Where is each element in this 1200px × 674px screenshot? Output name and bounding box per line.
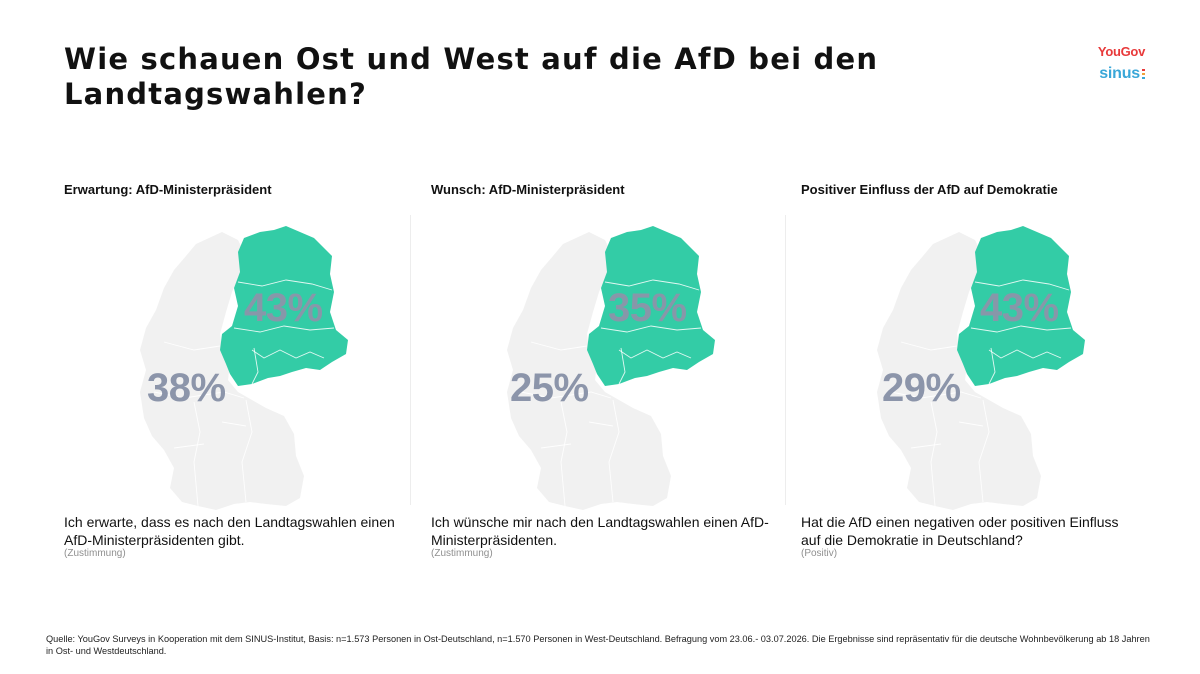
state-border bbox=[890, 391, 982, 399]
state-border bbox=[970, 325, 1072, 333]
panel-title: Positiver Einfluss der AfD auf Demokrati… bbox=[801, 182, 1058, 197]
panel-title: Erwartung: AfD-Ministerpräsident bbox=[64, 182, 272, 197]
percent-east: 43% bbox=[244, 286, 323, 330]
state-border bbox=[530, 341, 588, 351]
east-germany-region bbox=[587, 226, 715, 386]
state-border bbox=[153, 391, 245, 399]
state-border bbox=[604, 279, 700, 291]
page-title-line-2: Landtagswahlen? bbox=[64, 77, 367, 111]
germany-map bbox=[134, 222, 354, 522]
percent-east: 35% bbox=[608, 286, 687, 330]
east-germany-region bbox=[957, 226, 1085, 386]
page-title-line-1: Wie schauen Ost und West auf die AfD bei… bbox=[64, 42, 879, 76]
germany-map-svg bbox=[140, 226, 348, 510]
germany-map-svg bbox=[507, 226, 715, 510]
answer-note: (Zustimmung) bbox=[64, 548, 126, 559]
germany-map bbox=[501, 222, 721, 522]
state-border bbox=[930, 401, 938, 507]
percent-east: 43% bbox=[980, 286, 1059, 330]
source-footnote: Quelle: YouGov Surveys in Kooperation mi… bbox=[46, 634, 1150, 656]
east-germany-region bbox=[220, 226, 348, 386]
germany-map bbox=[871, 222, 1091, 522]
state-border bbox=[988, 349, 1062, 359]
chart-panel-wish: Wunsch: AfD-Ministerpräsident 35% 25% Ic… bbox=[431, 180, 771, 580]
state-border bbox=[958, 421, 984, 427]
state-border bbox=[241, 399, 253, 503]
answer-note: (Zustimmung) bbox=[431, 548, 493, 559]
panel-divider bbox=[410, 215, 411, 505]
state-border bbox=[988, 347, 996, 385]
percent-west: 29% bbox=[882, 366, 961, 410]
state-border bbox=[237, 279, 333, 291]
state-border bbox=[900, 341, 958, 351]
answer-note: (Positiv) bbox=[801, 548, 838, 559]
brand-logo: YouGov sinus bbox=[1055, 44, 1145, 83]
state-border bbox=[540, 443, 572, 449]
sinus-logo: sinus bbox=[1055, 65, 1145, 83]
state-border bbox=[221, 421, 247, 427]
panel-divider bbox=[785, 215, 786, 505]
state-border bbox=[618, 347, 626, 385]
state-border bbox=[974, 279, 1070, 291]
state-border bbox=[520, 391, 612, 399]
panel-title: Wunsch: AfD-Ministerpräsident bbox=[431, 182, 625, 197]
question-text: Ich wünsche mir nach den Landtagswahlen … bbox=[431, 514, 769, 548]
state-border bbox=[163, 341, 221, 351]
state-border bbox=[608, 399, 620, 503]
state-border bbox=[618, 349, 692, 359]
west-germany-region bbox=[140, 232, 304, 510]
percent-west: 25% bbox=[510, 366, 589, 410]
percent-west: 38% bbox=[147, 366, 226, 410]
state-border bbox=[978, 399, 990, 503]
question-text: Ich erwarte, dass es nach den Landtagswa… bbox=[64, 514, 395, 548]
question-text: Hat die AfD einen negativen oder positiv… bbox=[801, 514, 1119, 548]
state-border bbox=[588, 421, 614, 427]
state-border bbox=[193, 401, 201, 507]
state-border bbox=[600, 325, 702, 333]
state-border bbox=[173, 443, 205, 449]
state-border bbox=[560, 401, 568, 507]
chart-panel-expectation: Erwartung: AfD-Ministerpräsident 43% 38%… bbox=[64, 180, 404, 580]
yougov-logo: YouGov bbox=[1097, 44, 1145, 59]
chart-panel-democracy: Positiver Einfluss der AfD auf Demokrati… bbox=[801, 180, 1141, 580]
state-border bbox=[251, 347, 259, 385]
state-border bbox=[251, 349, 325, 359]
state-border bbox=[233, 325, 335, 333]
west-germany-region bbox=[877, 232, 1041, 510]
sinus-logo-text: sinus bbox=[1099, 65, 1140, 82]
west-germany-region bbox=[507, 232, 671, 510]
sinus-dots-icon bbox=[1142, 69, 1145, 79]
state-border bbox=[910, 443, 942, 449]
page-title: Wie schauen Ost und West auf die AfD bei… bbox=[64, 42, 964, 112]
germany-map-svg bbox=[877, 226, 1085, 510]
